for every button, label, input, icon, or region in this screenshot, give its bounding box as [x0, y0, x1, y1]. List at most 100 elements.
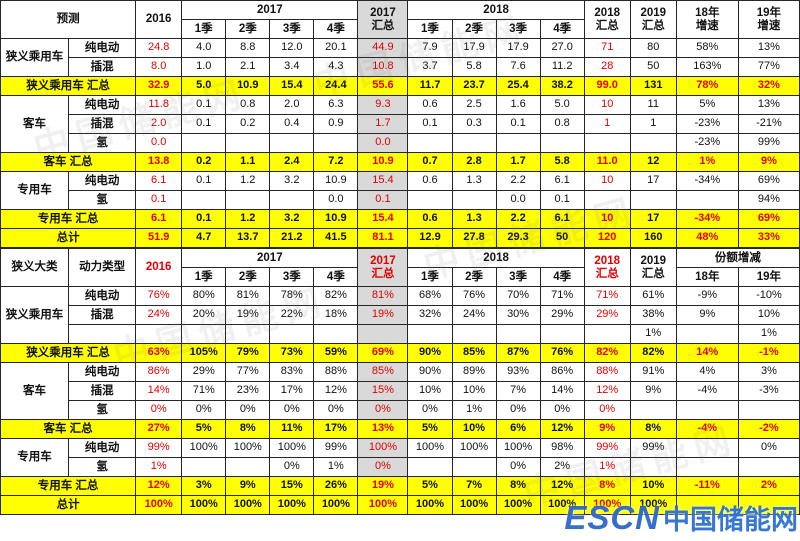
header-row: 预测 2016 2017 2017 汇总 2018 2018 汇总 2019 汇… [0, 0, 800, 39]
header-2017-total: 2017 汇总 [357, 0, 409, 39]
value-cell: 5.8 [539, 152, 585, 172]
value-cell: 7% [451, 476, 497, 496]
header-2018-total: 2018 汇总 [583, 248, 631, 287]
value-cell: 19% [357, 305, 409, 325]
value-cell: 29% [181, 362, 227, 382]
value-cell: 0% [583, 400, 631, 420]
value-cell: 0% [269, 400, 315, 420]
group-label: 专用车 [0, 171, 70, 210]
value-cell [675, 324, 739, 344]
value-cell [495, 324, 541, 344]
value-cell: 10% [451, 381, 497, 401]
header-2017-total: 2017 汇总 [357, 248, 409, 287]
value-cell: 0.8 [225, 95, 271, 115]
value-cell: 2.0 [269, 95, 315, 115]
data-row: 插混 14% 71% 23% 17% 12% 15% 10% 10% 7% 14% 12% 9% -4% -… [1, 381, 800, 401]
value-cell: 0% [135, 400, 183, 420]
header-quarter: 4季 [313, 19, 359, 39]
value-cell: 85% [357, 362, 409, 382]
data-row: 1% 1% [1, 324, 800, 344]
value-cell: 59% [313, 343, 359, 363]
row-label: 氢 [68, 133, 137, 153]
value-cell: 6.1 [135, 209, 183, 229]
value-cell [737, 400, 800, 420]
value-cell: 30% [495, 305, 541, 325]
value-cell: 0% [407, 400, 453, 420]
value-cell: 93% [495, 362, 541, 382]
value-cell [495, 133, 541, 153]
value-cell: 0.9 [313, 114, 359, 134]
value-cell: 1 [583, 114, 631, 134]
volume-table-body: 狭义乘用车 纯电动 24.8 4.0 8.8 12.0 20.1 44.9 7.9 17.9 17.… [0, 38, 800, 248]
header-growth-2019: 19年 增速 [737, 0, 800, 39]
value-cell: 1% [737, 324, 800, 344]
value-cell: 17.9 [495, 38, 541, 58]
value-cell: 0.1 [357, 190, 409, 210]
value-cell: 24% [135, 305, 183, 325]
value-cell: 68% [407, 286, 453, 306]
value-cell: 1% [135, 457, 183, 477]
row-label: 纯电动 [68, 438, 137, 458]
header-2018-total: 2018 汇总 [583, 0, 631, 39]
value-cell [451, 190, 497, 210]
header-share-change: 份额增减 [675, 248, 800, 268]
value-cell [407, 190, 453, 210]
value-cell: 100% [451, 495, 497, 515]
value-cell: 100% [357, 495, 409, 515]
value-cell [225, 324, 271, 344]
row-label: 氢 [68, 190, 137, 210]
value-cell: 22% [269, 305, 315, 325]
value-cell: 90% [407, 362, 453, 382]
value-cell: 100% [495, 495, 541, 515]
value-cell [407, 324, 453, 344]
share-table-body: 狭义乘用车 纯电动 76% 80% 81% 78% 82% 81% 68% 76% 70% 71% 71… [0, 286, 800, 515]
value-cell: 90% [407, 343, 453, 363]
group-label: 狭义乘用车 [0, 38, 70, 77]
header-row: 狭义大类 动力类型 2016 2017 2017 汇总 2018 2018 汇总… [0, 248, 800, 287]
value-cell: 0.8 [539, 114, 585, 134]
value-cell: 100% [451, 438, 497, 458]
value-cell: 82% [629, 343, 677, 363]
header-growth-2018: 18年 增速 [675, 0, 739, 39]
value-cell: 29% [583, 305, 631, 325]
value-cell: -4% [675, 381, 739, 401]
value-cell: -10% [737, 286, 800, 306]
value-cell [451, 324, 497, 344]
value-cell: 0.3 [451, 114, 497, 134]
value-cell: 7.6 [495, 57, 541, 77]
header-2019-total: 2019 汇总 [629, 248, 677, 287]
value-cell: 11 [629, 95, 677, 115]
header-quarter: 3季 [269, 267, 315, 287]
header-forecast: 预测 [0, 0, 137, 39]
value-cell: 69% [737, 171, 800, 191]
value-cell: 0% [225, 400, 271, 420]
data-row: 狭义乘用车 纯电动 76% 80% 81% 78% 82% 81% 68% 76% 70% 71% 71… [0, 286, 800, 344]
value-cell: 1% [451, 400, 497, 420]
value-cell: 10% [407, 381, 453, 401]
header-2019-total: 2019 汇总 [629, 0, 677, 39]
value-cell: 100% [181, 495, 227, 515]
value-cell: 77% [225, 362, 271, 382]
value-cell: -9% [675, 286, 739, 306]
value-cell: 0% [357, 400, 409, 420]
value-cell: 17% [269, 381, 315, 401]
value-cell: -4% [675, 419, 739, 439]
value-cell: 100% [225, 438, 271, 458]
value-cell: 26% [313, 476, 359, 496]
header-quarter: 4季 [539, 267, 585, 287]
value-cell: 2.1 [225, 57, 271, 77]
value-cell: 20.1 [313, 38, 359, 58]
value-cell: 76% [539, 343, 585, 363]
value-cell [407, 457, 453, 477]
value-cell: 1.2 [225, 209, 271, 229]
row-label: 总计 [0, 495, 137, 515]
row-label: 插混 [68, 381, 137, 401]
value-cell [629, 400, 677, 420]
value-cell: 76% [451, 286, 497, 306]
value-cell: 1% [583, 457, 631, 477]
value-cell: 29.3 [495, 228, 541, 248]
summary-row: 狭义乘用车 汇总 63% 105% 79% 73% 59% 69% 90% 85% 87% 76% 8… [0, 343, 800, 363]
value-cell: 17 [629, 209, 677, 229]
value-cell: 11.0 [583, 152, 631, 172]
value-cell: 79% [225, 343, 271, 363]
